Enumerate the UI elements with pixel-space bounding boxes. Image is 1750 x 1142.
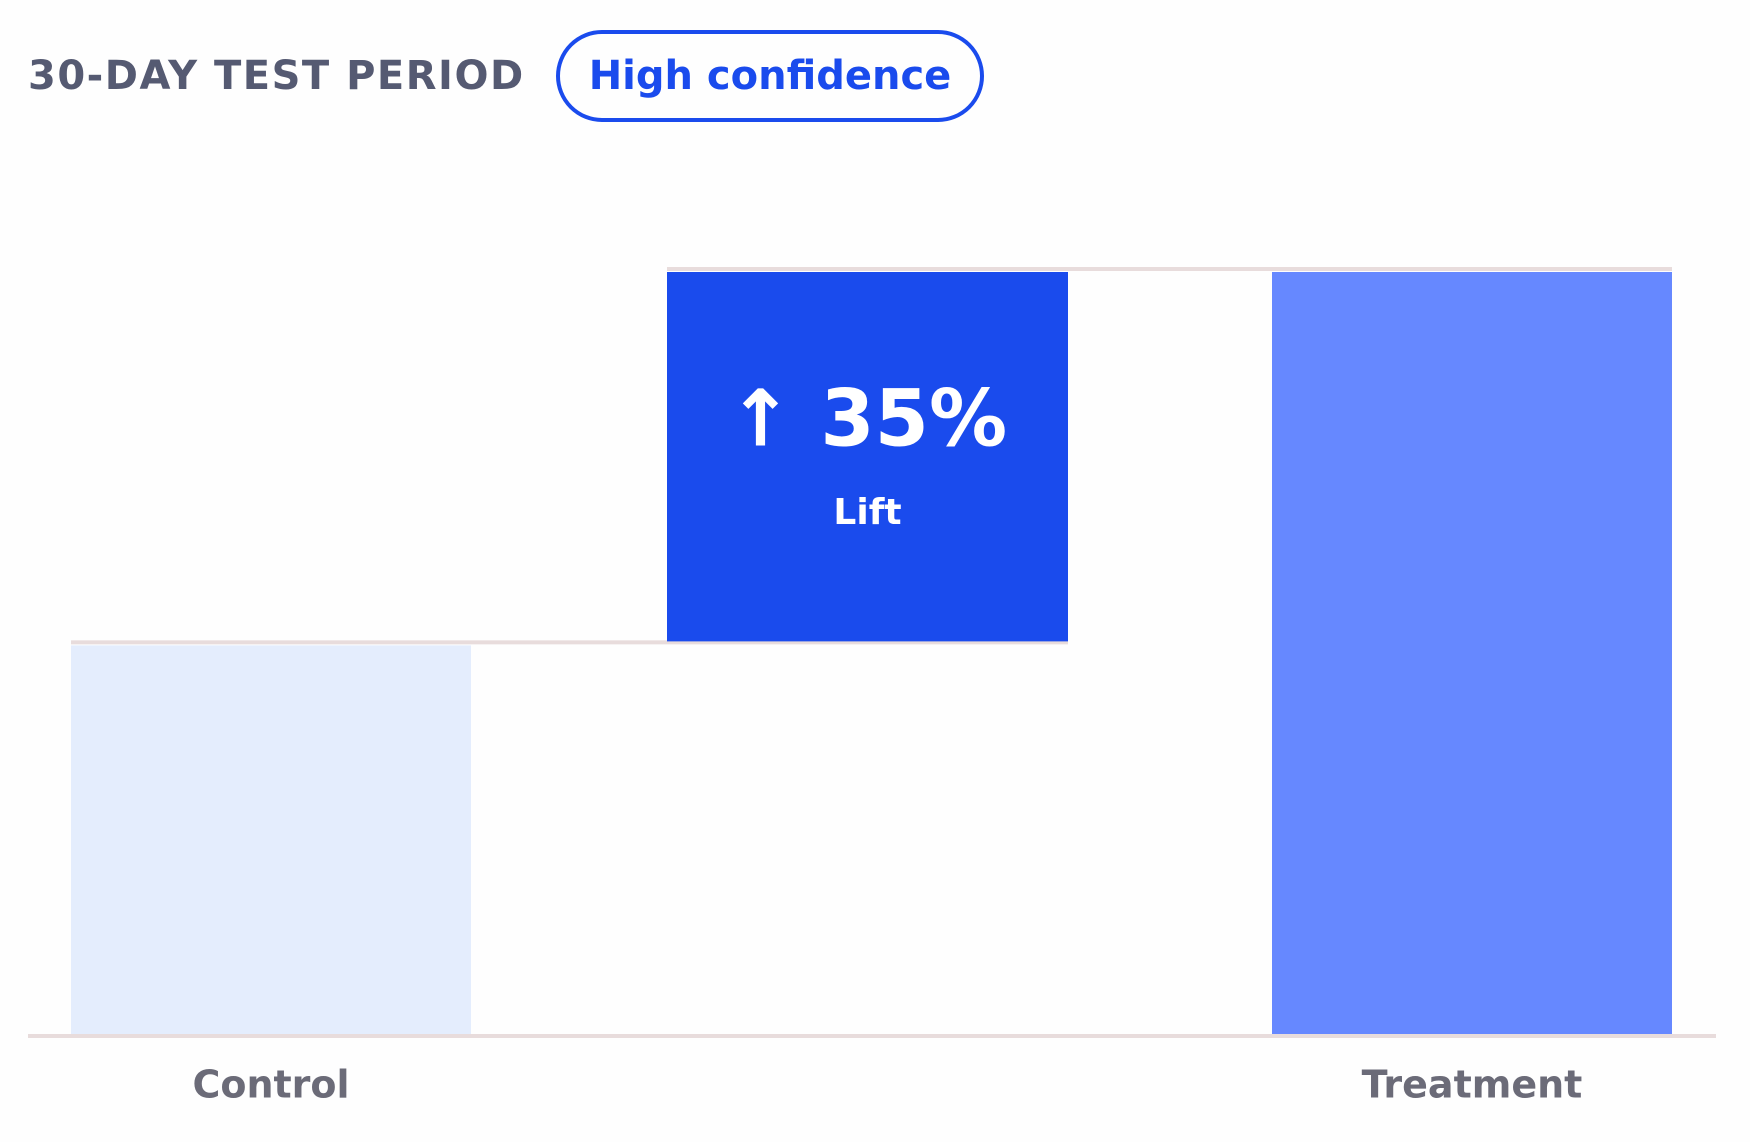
x-tick-label: Control bbox=[192, 1063, 349, 1107]
badge: High confidence bbox=[589, 53, 952, 99]
bar bbox=[71, 645, 471, 1034]
lift-value: ↑ 35% bbox=[728, 374, 1007, 464]
chart-title: 30-DAY TEST PERIOD bbox=[28, 53, 525, 99]
lift-label: Lift bbox=[833, 492, 901, 533]
bar bbox=[667, 272, 1068, 642]
badge-outline bbox=[556, 30, 984, 122]
x-tick-label: Treatment bbox=[1362, 1063, 1583, 1107]
bar bbox=[1272, 272, 1672, 1034]
